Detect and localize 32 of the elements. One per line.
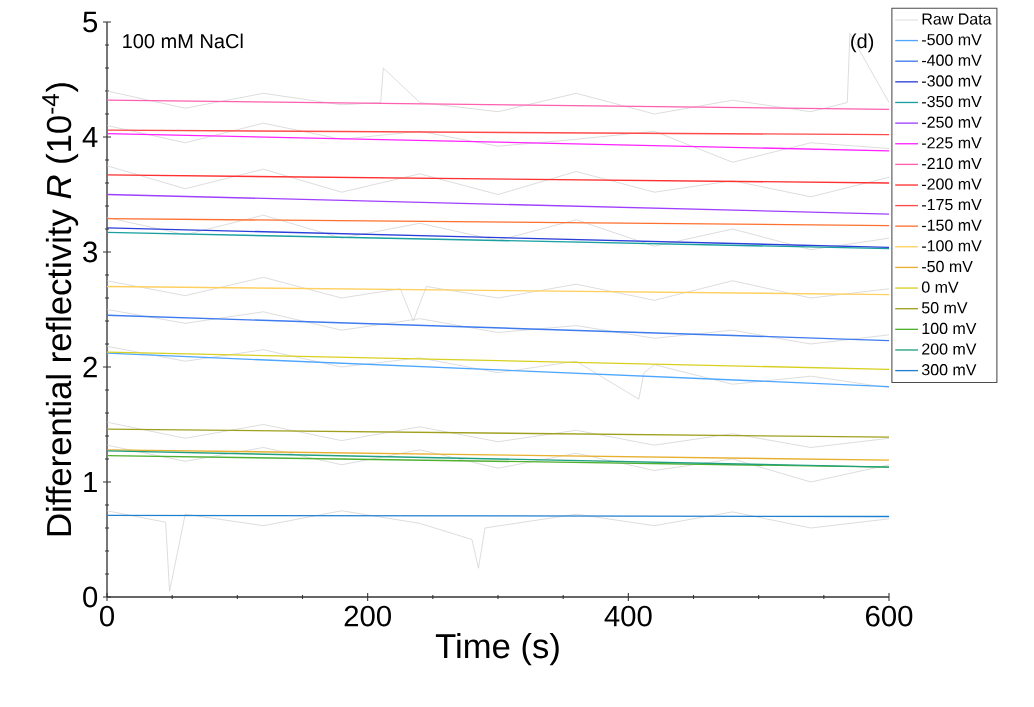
legend-label: -300 mV	[922, 75, 982, 87]
y-tick-label: 5	[83, 11, 98, 33]
legend-label: -100 mV	[922, 240, 982, 252]
legend-label: Raw Data	[922, 13, 992, 25]
x-tick-label: 400	[604, 605, 652, 627]
legend-label: -500 mV	[922, 33, 982, 46]
legend-label: -150 mV	[922, 219, 982, 231]
legend-label: 300 mV	[921, 364, 977, 376]
x-tick-label: 200	[344, 605, 391, 627]
y-tick-label: 2	[83, 356, 97, 378]
legend-label: 0 mV	[921, 281, 959, 293]
x-axis-title: Time (s)	[435, 632, 559, 666]
legend-label: -350 mV	[922, 95, 982, 108]
legend-label: -250 mV	[922, 116, 982, 128]
y-tick-label: 0	[83, 586, 98, 608]
legend-label: 50 mV	[921, 302, 968, 314]
y-tick-label: 1	[84, 471, 97, 493]
legend-label: 100 mV	[922, 322, 977, 335]
y-tick-label: 4	[82, 126, 98, 148]
legend-label: -200 mV	[922, 178, 982, 190]
legend-label: -175 mV	[922, 199, 982, 211]
annotation: 100 mM NaCl	[123, 33, 243, 49]
legend-label: -50 mV	[922, 260, 973, 273]
x-tick-label: 600	[866, 605, 913, 627]
legend-label: -210 mV	[922, 157, 982, 170]
legend-label: 200 mV	[922, 343, 977, 355]
annotation: (d)	[851, 33, 874, 53]
y-tick-label: 3	[83, 241, 98, 263]
legend-label: -225 mV	[922, 137, 982, 149]
legend-label: -400 mV	[922, 54, 982, 66]
x-tick-label: 0	[100, 605, 115, 627]
y-axis-title: Differential reflectivity R (10$^{-4}$)	[42, 83, 79, 536]
